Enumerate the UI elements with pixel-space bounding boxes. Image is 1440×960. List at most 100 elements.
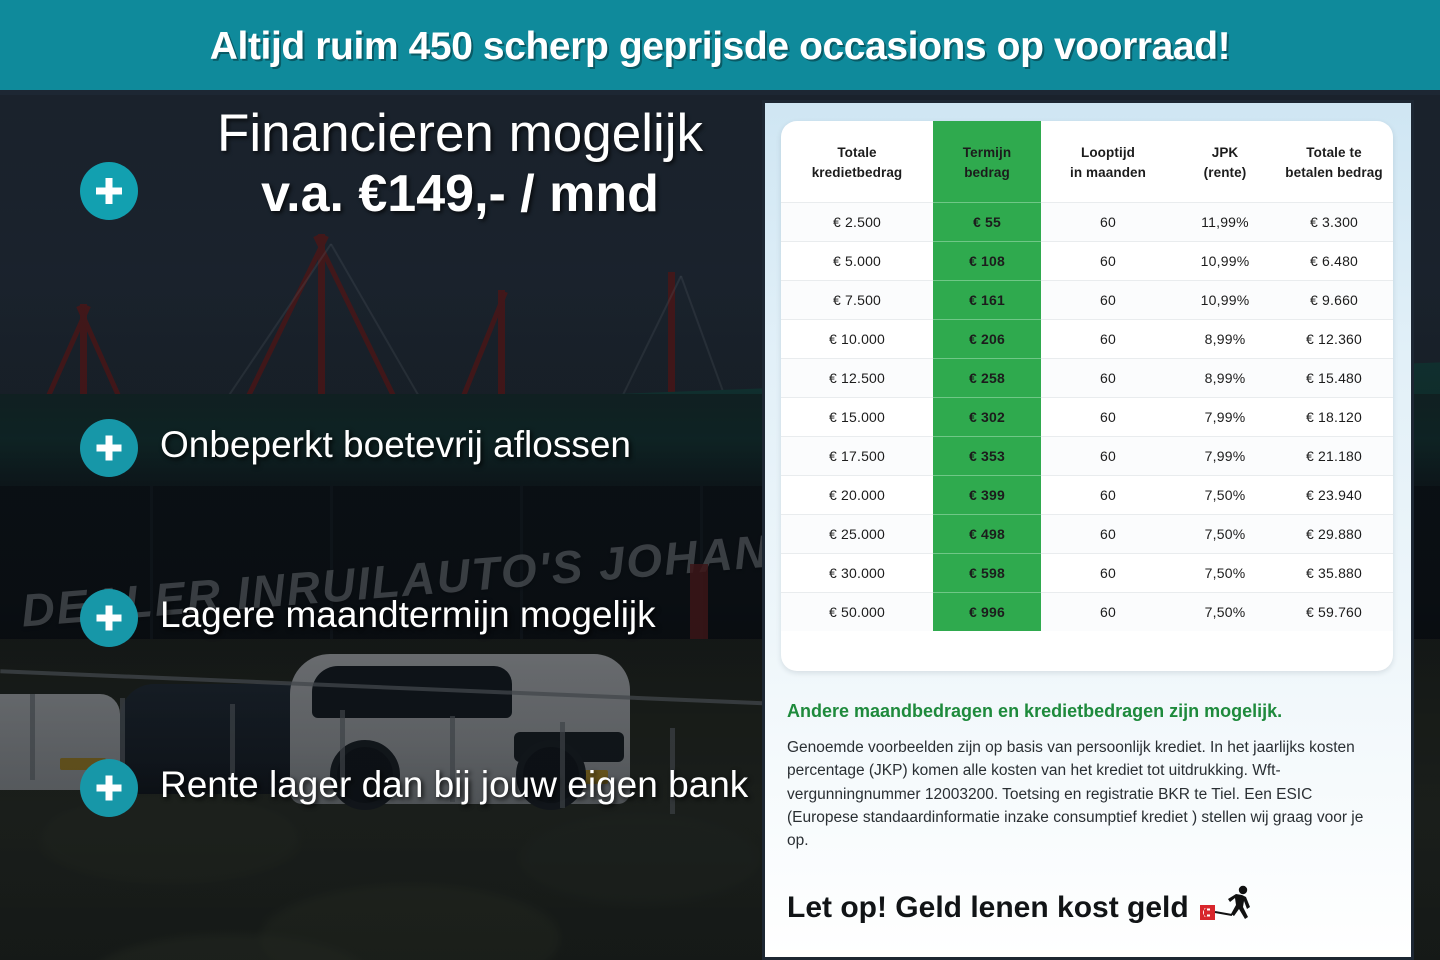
table-body: € 2.500 € 55 60 11,99% € 3.300 € 5.000 € 108 60… — [781, 202, 1393, 632]
header-line-1: Totale te — [1306, 145, 1362, 160]
table-cell: 7,99% — [1204, 409, 1246, 426]
banner-divider — [0, 90, 1440, 95]
table-cell: € 7.500 — [832, 292, 882, 309]
header-line-1: Looptijd — [1080, 145, 1136, 160]
table-cell: 60 — [1100, 253, 1116, 270]
table-cell: € 35.880 — [1305, 565, 1363, 582]
headline-line-1: Financieren mogelijk — [216, 104, 704, 163]
table-cell: 60 — [1100, 214, 1116, 231]
header-line-2: in maanden — [1069, 164, 1146, 180]
plus-icon — [80, 759, 138, 817]
page-title: Financieren mogelijk v.a. €149,- / mnd — [160, 104, 760, 227]
disclaimer-title: Andere maandbedragen en kredietbedragen … — [787, 701, 1283, 721]
header-line-2: betalen bedrag — [1285, 164, 1383, 180]
table-cell: 60 — [1100, 448, 1116, 465]
monthly-amount-cell: € 353 — [933, 436, 1041, 476]
credit-warning-text: Let op! Geld lenen kost geld — [787, 890, 1189, 924]
table-cell: 60 — [1100, 409, 1116, 426]
monthly-amount-cell: € 55 — [933, 202, 1041, 242]
table-cell: 8,99% — [1204, 370, 1246, 387]
table-cell: 60 — [1100, 292, 1116, 309]
table-cell: 10,99% — [1200, 292, 1250, 309]
disclaimer-body: Genoemde voorbeelden zijn op basis van p… — [787, 739, 1364, 849]
financing-info-panel: Totale kredietbedrag Termijn bedrag Looptijd… — [762, 100, 1414, 960]
header-line-1: JPK — [1211, 145, 1239, 160]
monthly-amount-cell: € 206 — [933, 319, 1041, 359]
table-cell: € 6.480 — [1309, 253, 1359, 270]
table-cell: 60 — [1100, 331, 1116, 348]
table-cell: € 21.180 — [1305, 448, 1363, 465]
table-cell: € 3.300 — [1309, 214, 1359, 231]
table-cell: € 50.000 — [828, 604, 886, 621]
table-row: € 15.000 € 302 60 7,99% € 18.120 — [781, 397, 1393, 437]
table-header-cell: Totale te betalen bedrag — [1275, 121, 1393, 203]
table-row: € 50.000 € 996 60 7,50% € 59.760 — [781, 592, 1393, 632]
table-cell: € 12.500 — [828, 370, 886, 387]
table-row: € 10.000 € 206 60 8,99% € 12.360 — [781, 319, 1393, 359]
header-line-1: Totale — [837, 145, 877, 160]
table-cell: 7,50% — [1204, 565, 1246, 582]
monthly-amount-cell: € 258 — [933, 358, 1041, 398]
table-cell: € 9.660 — [1309, 292, 1359, 309]
table-cell: € 30.000 — [828, 565, 886, 582]
rates-table-card: Totale kredietbedrag Termijn bedrag Looptijd… — [781, 121, 1393, 671]
table-row: € 2.500 € 55 60 11,99% € 3.300 — [781, 202, 1393, 242]
top-promo-banner-text: Altijd ruim 450 scherp geprijsde occasio… — [209, 25, 1231, 68]
table-cell: 11,99% — [1201, 214, 1249, 231]
table-cell: € 20.000 — [828, 487, 886, 504]
table-cell: € 2.500 — [832, 214, 882, 231]
monthly-amount-cell: € 598 — [933, 553, 1041, 593]
table-cell: 7,50% — [1204, 526, 1246, 543]
benefit-item-1: Onbeperkt boetevrij aflossen — [160, 424, 631, 465]
header-line-2: bedrag — [964, 164, 1010, 180]
disclaimer-block: Andere maandbedragen en kredietbedragen … — [787, 701, 1387, 852]
table-cell: € 12.360 — [1305, 331, 1363, 348]
table-cell: 60 — [1100, 370, 1116, 387]
table-cell: 60 — [1100, 526, 1116, 543]
credit-warning: Let op! Geld lenen kost geld — [787, 885, 1391, 930]
monthly-amount-cell: € 498 — [933, 514, 1041, 554]
table-row: € 5.000 € 108 60 10,99% € 6.480 — [781, 241, 1393, 281]
table-cell: € 25.000 — [828, 526, 886, 543]
table-row: € 12.500 € 258 60 8,99% € 15.480 — [781, 358, 1393, 398]
table-cell: € 15.000 — [828, 409, 886, 426]
monthly-amount-cell: € 108 — [933, 241, 1041, 281]
table-cell: 7,99% — [1204, 448, 1246, 465]
table-row: € 30.000 € 598 60 7,50% € 35.880 — [781, 553, 1393, 593]
headline-line-2: v.a. €149,- / mnd — [261, 165, 659, 224]
monthly-amount-cell: € 302 — [933, 397, 1041, 437]
table-cell: € 17.500 — [828, 448, 886, 465]
table-cell: 8,99% — [1204, 331, 1246, 348]
table-cell: 10,99% — [1200, 253, 1250, 270]
table-header-row: Totale kredietbedrag Termijn bedrag Looptijd… — [781, 121, 1393, 203]
ball-and-chain-walking-person-icon — [1199, 885, 1257, 930]
header-line-1: Termijn — [962, 145, 1012, 160]
table-cell: € 18.120 — [1305, 409, 1363, 426]
table-cell: € 5.000 — [832, 253, 882, 270]
monthly-amount-cell: € 399 — [933, 475, 1041, 515]
header-line-2: kredietbedrag — [811, 164, 903, 180]
financing-rates-table: Totale kredietbedrag Termijn bedrag Looptijd… — [781, 121, 1393, 632]
table-row: € 20.000 € 399 60 7,50% € 23.940 — [781, 475, 1393, 515]
table-row: € 7.500 € 161 60 10,99% € 9.660 — [781, 280, 1393, 320]
table-cell: € 10.000 — [828, 331, 886, 348]
table-row: € 17.500 € 353 60 7,99% € 21.180 — [781, 436, 1393, 476]
benefit-item-3: Rente lager dan bij jouw eigen bank — [160, 764, 749, 805]
monthly-amount-cell: € 996 — [933, 592, 1041, 632]
table-cell: € 59.760 — [1305, 604, 1363, 621]
table-cell: 60 — [1100, 604, 1116, 621]
hero-content: Financieren mogelijk v.a. €149,- / mnd O… — [0, 94, 770, 960]
table-row: € 25.000 € 498 60 7,50% € 29.880 — [781, 514, 1393, 554]
header-line-2: (rente) — [1203, 164, 1247, 180]
table-cell: € 29.880 — [1305, 526, 1363, 543]
table-header-cell: JPK (rente) — [1175, 121, 1275, 203]
table-cell: 7,50% — [1204, 487, 1246, 504]
table-cell: 60 — [1100, 487, 1116, 504]
table-cell: € 23.940 — [1305, 487, 1363, 504]
table-header-cell: Looptijd in maanden — [1041, 121, 1175, 203]
table-head: Totale kredietbedrag Termijn bedrag Looptijd… — [781, 121, 1393, 203]
table-cell: € 15.480 — [1305, 370, 1363, 387]
monthly-amount-cell: € 161 — [933, 280, 1041, 320]
table-cell: 60 — [1100, 565, 1116, 582]
